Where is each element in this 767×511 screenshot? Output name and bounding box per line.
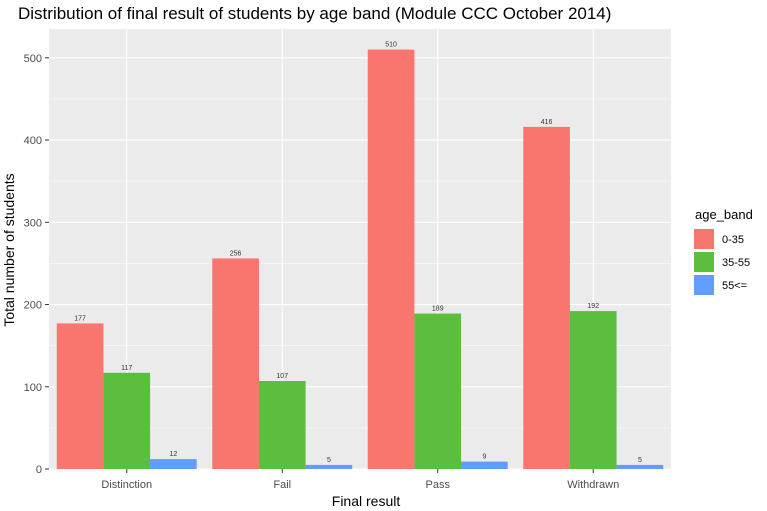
legend-title: age_band: [695, 207, 753, 222]
bar-withdrawn-2: [616, 464, 664, 469]
y-tick-label: 200: [24, 300, 42, 312]
legend-label-1: 35-55: [722, 257, 750, 269]
data-label: 192: [587, 303, 599, 310]
legend-key-0: [694, 229, 714, 249]
legend-label-2: 55<=: [722, 280, 747, 292]
bar-fail-1: [258, 381, 306, 469]
x-tick-label: Fail: [273, 479, 291, 491]
legend: age_band 0-35 35-55 55<=: [694, 207, 753, 295]
y-axis-title: Total number of students: [1, 173, 17, 326]
x-axis-title: Final result: [332, 493, 401, 509]
bar-withdrawn-0: [523, 126, 570, 470]
bar-distinction-2: [150, 459, 197, 469]
data-label: 12: [170, 451, 178, 458]
x-tick-label: Distinction: [101, 479, 152, 491]
bar-pass-2: [461, 461, 508, 469]
legend-key-1: [694, 252, 714, 272]
y-tick-label: 0: [36, 464, 42, 476]
data-label: 5: [638, 457, 642, 464]
data-label: 9: [482, 454, 486, 461]
data-label: 510: [385, 42, 397, 49]
bar-withdrawn-1: [569, 311, 617, 469]
data-label: 177: [74, 315, 86, 322]
x-tick-label: Withdrawn: [567, 479, 619, 491]
y-axis: 0 100 200 300 400 500: [24, 53, 49, 476]
bars-layer: 177 117 12 256 107 5 510 189 9 416 192 5: [56, 42, 664, 470]
legend-label-0: 0-35: [722, 234, 744, 246]
bar-distinction-1: [103, 372, 151, 469]
bar-fail-2: [305, 464, 353, 469]
data-label: 117: [121, 365, 132, 372]
x-tick-label: Pass: [426, 479, 451, 491]
data-label: 107: [276, 373, 288, 380]
y-tick-label: 500: [24, 53, 42, 65]
y-tick-label: 300: [24, 217, 42, 229]
bar-pass-0: [367, 49, 415, 469]
bar-distinction-0: [56, 323, 104, 469]
bar-pass-1: [414, 313, 462, 469]
legend-key-2: [694, 275, 714, 295]
data-label: 256: [230, 250, 242, 257]
data-label: 416: [541, 119, 553, 126]
y-tick-label: 100: [24, 382, 42, 394]
chart-title: Distribution of final result of students…: [18, 4, 611, 23]
bar-fail-0: [212, 258, 259, 469]
x-axis: Distinction Fail Pass Withdrawn: [101, 469, 619, 491]
data-label: 5: [327, 457, 331, 464]
data-label: 189: [432, 306, 444, 313]
y-tick-label: 400: [24, 135, 42, 147]
